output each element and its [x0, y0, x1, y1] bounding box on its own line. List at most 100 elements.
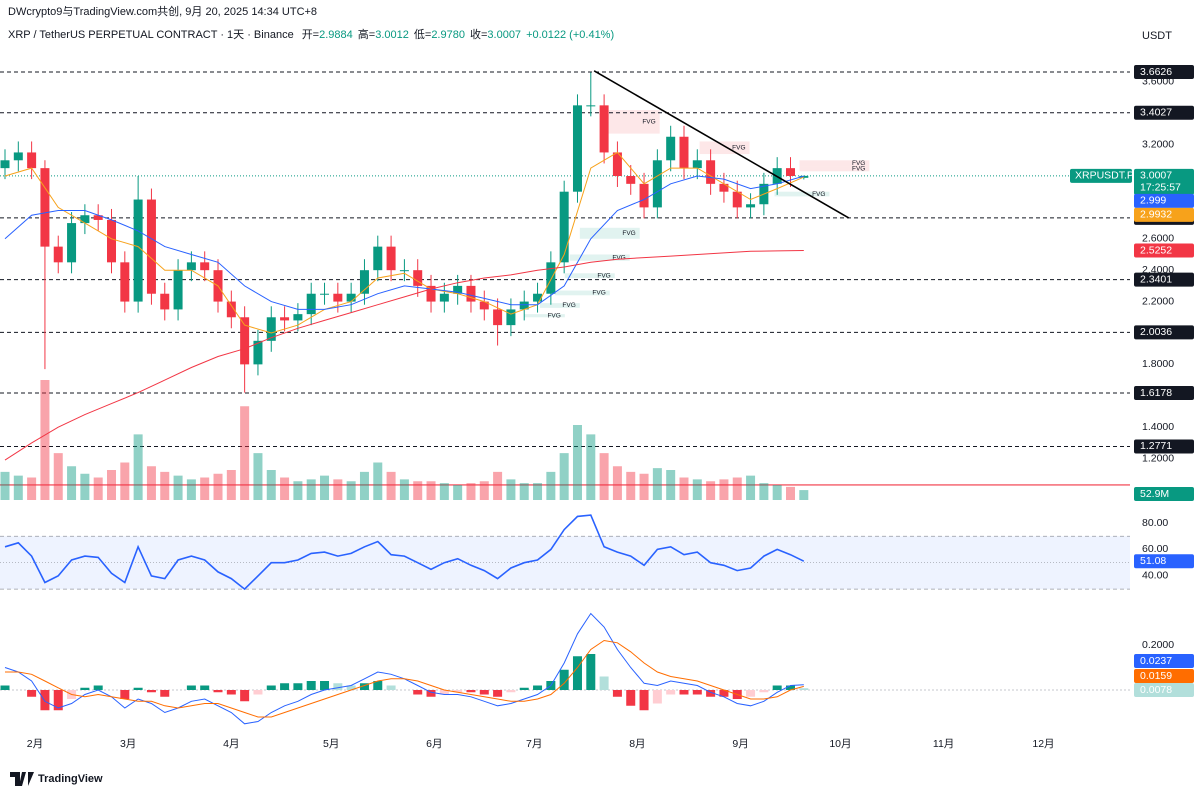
volume-bar: [533, 483, 543, 500]
volume-bar: [519, 483, 529, 500]
countdown: 17:25:57: [1140, 182, 1181, 194]
candle-body: [506, 309, 516, 326]
ohlc-value: 3.0012: [375, 29, 409, 41]
volume-bar: [93, 477, 103, 500]
volume-bar: [413, 481, 423, 500]
volume-bar: [572, 425, 582, 500]
x-tick-label: 8月: [629, 738, 645, 750]
candle-body: [240, 317, 250, 365]
candle-body: [133, 199, 143, 302]
candle-body: [586, 105, 596, 107]
candle-body: [293, 314, 303, 321]
y-tick-label: 2.6000: [1142, 233, 1174, 245]
volume-bar: [173, 475, 183, 500]
macd-label-box: [1134, 654, 1194, 668]
candle-body: [399, 270, 409, 272]
symbol: XRP / TetherUS PERPETUAL CONTRACT · 1天 ·…: [8, 29, 294, 41]
volume-bar: [759, 483, 769, 500]
candle-body: [27, 152, 37, 169]
volume-bar: [493, 471, 503, 500]
candle-body: [346, 293, 356, 302]
x-tick-label: 3月: [120, 738, 136, 750]
candle-body: [359, 270, 369, 294]
fvg-label: FVG: [622, 230, 635, 237]
candle-body: [533, 293, 543, 302]
level-label: 3.4027: [1140, 107, 1172, 119]
candle-body: [732, 191, 742, 208]
macd-histogram-bar: [160, 690, 170, 697]
candle-body: [626, 175, 636, 184]
macd-histogram-bar: [413, 690, 423, 695]
candle-body: [746, 204, 756, 208]
level-label-box: [1134, 64, 1194, 79]
macd-histogram-bar: [133, 687, 143, 690]
fvg-box: [524, 314, 565, 318]
candle-body: [200, 262, 210, 271]
macd-histogram-bar: [572, 656, 582, 690]
volume-bar: [359, 471, 369, 500]
level-label-box: [1134, 385, 1194, 400]
candle-body: [679, 136, 689, 169]
x-tick-label: 11月: [933, 738, 954, 750]
macd-histogram-bar: [599, 676, 609, 690]
candle-body: [333, 293, 343, 302]
macd-histogram-bar: [439, 690, 449, 695]
candle-body: [466, 285, 476, 302]
volume-bar: [40, 380, 50, 500]
fvg-box: [699, 141, 750, 155]
macd-histogram-bar: [559, 669, 569, 690]
volume-bar: [439, 483, 449, 500]
volume-bar: [253, 453, 263, 500]
macd-histogram-bar: [186, 685, 196, 690]
macd-histogram-bar: [666, 690, 676, 695]
macd-histogram-bar: [253, 690, 263, 695]
fvg-box: [579, 227, 640, 239]
volume-bar: [200, 477, 210, 500]
credit: DWcrypto9与TradingView.com共创, 9月 20, 2025…: [8, 5, 317, 18]
volume-bar: [453, 485, 463, 500]
volume-bar: [506, 479, 516, 500]
fvg-label: FVG: [642, 119, 655, 126]
ma-label: 2.999: [1140, 195, 1166, 207]
macd-histogram-bar: [53, 690, 63, 711]
x-tick-label: 10月: [829, 738, 851, 750]
candle-body: [386, 246, 396, 271]
trendline: [593, 70, 850, 219]
volume-bar: [786, 486, 796, 500]
volume-bar: [386, 471, 396, 500]
volume-bar: [639, 473, 649, 500]
volume-bar: [772, 485, 782, 500]
level-label-box: [1134, 439, 1194, 454]
volume-bar: [120, 462, 130, 500]
volume-bar: [226, 470, 236, 500]
price-label: 3.0007: [1140, 170, 1172, 182]
volume-bar: [213, 473, 223, 500]
candle-body: [599, 105, 609, 153]
candle-body: [692, 160, 702, 169]
y-tick-label: 1.2000: [1142, 452, 1174, 464]
macd-histogram-bar: [453, 690, 463, 693]
macd-histogram-bar: [200, 685, 210, 690]
candle-body: [146, 199, 156, 294]
candle-body: [93, 215, 103, 220]
macd-histogram-bar: [759, 690, 769, 693]
fvg-label: FVG: [612, 254, 625, 261]
fvg-box: [569, 254, 630, 261]
macd-histogram-bar: [479, 690, 489, 695]
candle-body: [546, 262, 556, 294]
volume-bar: [599, 453, 609, 500]
volume-bar: [133, 434, 143, 500]
candle-body: [519, 301, 529, 310]
ma-label-box: [1134, 207, 1194, 222]
candle-body: [413, 270, 423, 286]
candle-body: [280, 317, 290, 321]
macd-histogram-bar: [506, 690, 516, 693]
macd-histogram-bar: [80, 687, 90, 690]
level-label: 1.2771: [1140, 440, 1172, 452]
ma-label: 2.5252: [1140, 244, 1172, 256]
fvg-label: FVG: [852, 160, 865, 167]
macd-histogram-bar: [772, 685, 782, 690]
change: +0.0122 (+0.41%): [526, 29, 614, 41]
macd-histogram-bar: [373, 681, 383, 690]
volume-bar: [186, 479, 196, 500]
